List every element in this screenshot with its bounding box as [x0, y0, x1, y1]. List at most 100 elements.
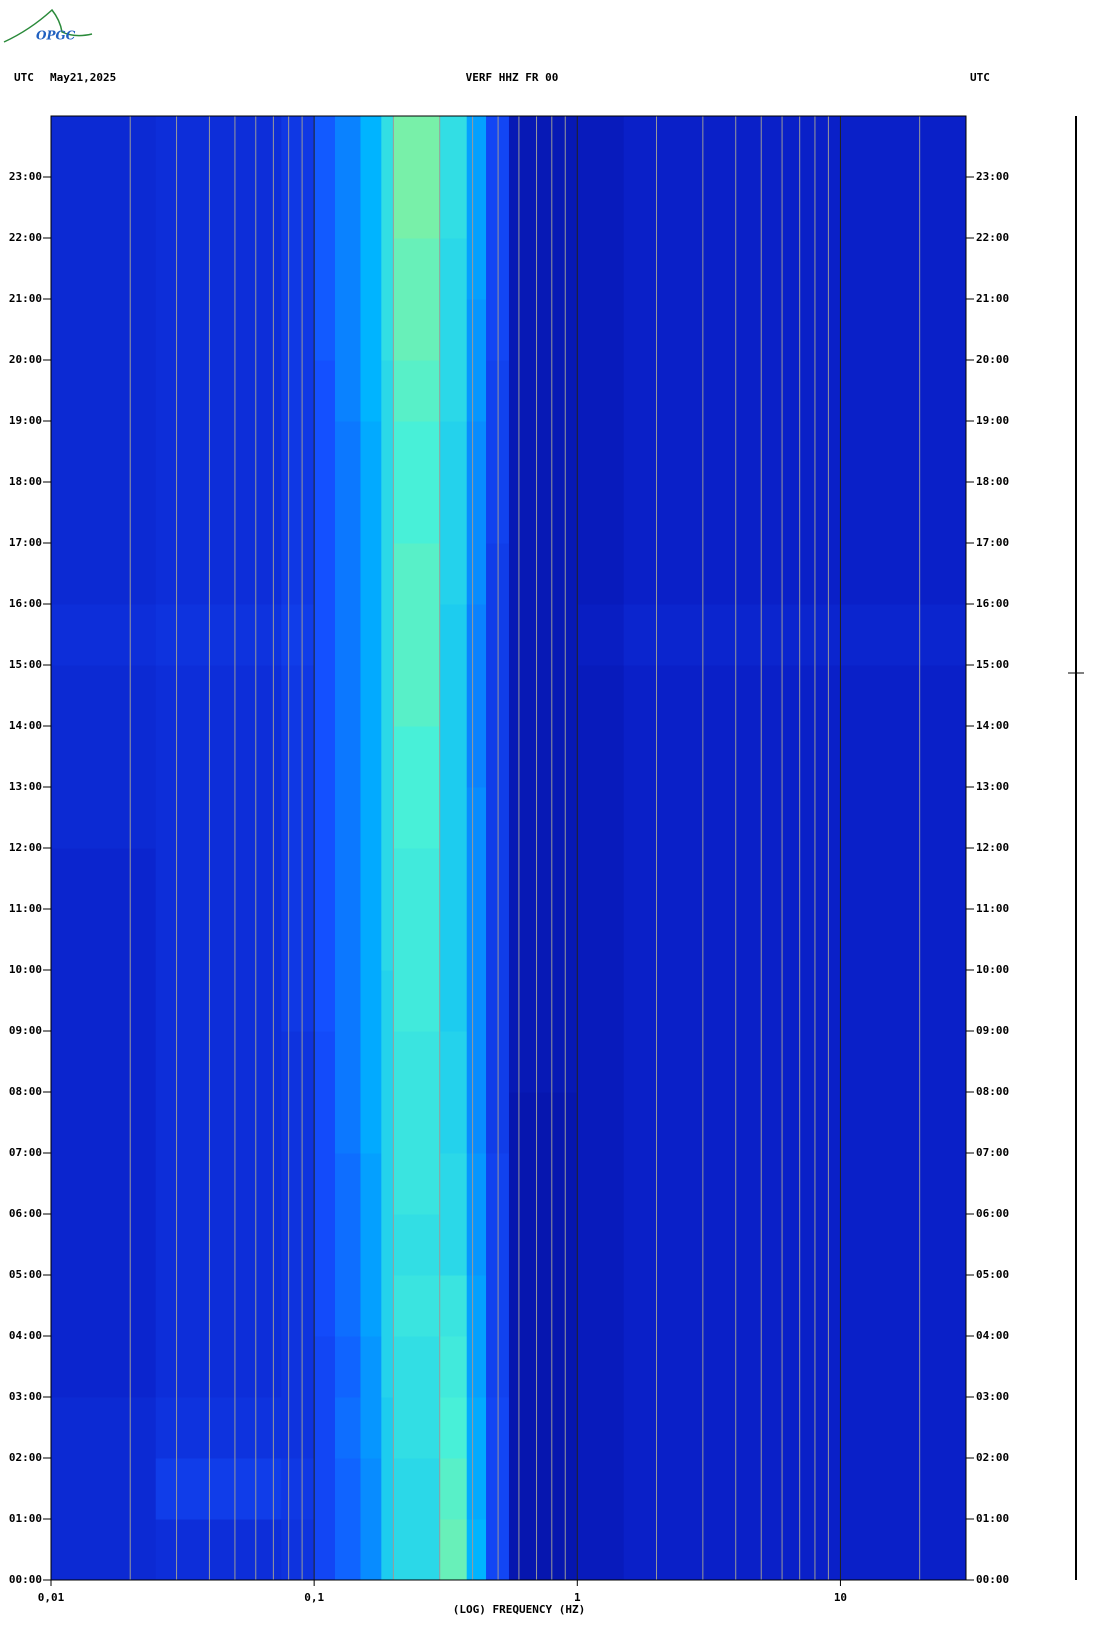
spectrogram-cell	[381, 1031, 394, 1093]
spectrogram-cell	[314, 848, 336, 910]
spectrogram-cell	[155, 1275, 282, 1337]
spectrogram-cell	[360, 238, 382, 300]
spectrogram-cell	[314, 787, 336, 849]
spectrogram-cell	[577, 1458, 625, 1520]
spectrogram-cell	[314, 1458, 336, 1520]
spectrogram-cell	[439, 1458, 468, 1520]
spectrogram-cell	[577, 848, 625, 910]
spectrogram-cell	[381, 726, 394, 788]
spectrogram-cell	[314, 543, 336, 605]
y-tick-label: 20:00	[9, 353, 42, 366]
spectrogram-cell	[393, 1397, 441, 1459]
spectrogram-cell	[439, 604, 468, 666]
y-tick-label: 21:00	[976, 292, 1009, 305]
spectrogram-cell	[508, 1336, 578, 1398]
spectrogram-cell	[360, 1092, 382, 1154]
spectrogram-cell	[381, 1397, 394, 1459]
spectrogram-cell	[439, 848, 468, 910]
spectrogram-cell	[466, 665, 487, 727]
spectrogram-cell	[51, 1214, 157, 1276]
spectrogram-cell	[623, 1397, 967, 1459]
spectrogram-cell	[393, 787, 441, 849]
y-tick-label: 09:00	[976, 1024, 1009, 1037]
spectrogram-cell	[155, 421, 282, 483]
spectrogram-cell	[281, 1153, 315, 1215]
spectrogram-cell	[334, 1397, 361, 1459]
spectrogram-cell	[51, 1397, 157, 1459]
spectrogram-cell	[439, 909, 468, 971]
spectrogram-cell	[334, 1519, 361, 1581]
y-tick-label: 15:00	[9, 658, 42, 671]
spectrogram-cell	[334, 1336, 361, 1398]
spectrogram-cell	[334, 1275, 361, 1337]
y-tick-label: 02:00	[9, 1451, 42, 1464]
spectrogram-cell	[623, 482, 967, 544]
y-tick-label: 18:00	[9, 475, 42, 488]
y-tick-label: 03:00	[976, 1390, 1009, 1403]
spectrogram-cell	[623, 116, 967, 178]
spectrogram-cell	[51, 1519, 157, 1581]
spectrogram-cell	[466, 787, 487, 849]
spectrogram-cell	[360, 1031, 382, 1093]
y-tick-label: 08:00	[9, 1085, 42, 1098]
y-tick-label: 10:00	[9, 963, 42, 976]
spectrogram-cell	[466, 1031, 487, 1093]
spectrogram-cell	[466, 360, 487, 422]
spectrogram-cell	[360, 1519, 382, 1581]
spectrogram-cell	[281, 482, 315, 544]
spectrogram-cell	[393, 1519, 441, 1581]
spectrogram-cell	[393, 1458, 441, 1520]
spectrogram-cell	[360, 421, 382, 483]
spectrogram-cell	[577, 1275, 625, 1337]
spectrogram-cell	[360, 604, 382, 666]
spectrogram-cell	[393, 665, 441, 727]
spectrogram-cell	[393, 482, 441, 544]
spectrogram-cell	[314, 177, 336, 239]
spectrogram-cell	[155, 238, 282, 300]
spectrogram-cell	[51, 1336, 157, 1398]
spectrogram-cell	[334, 787, 361, 849]
spectrogram-cell	[508, 482, 578, 544]
spectrogram-cell	[508, 421, 578, 483]
spectrogram-cell	[466, 1519, 487, 1581]
spectrogram-cell	[393, 1214, 441, 1276]
spectrogram-cell	[51, 1458, 157, 1520]
y-tick-label: 19:00	[976, 414, 1009, 427]
spectrogram-cell	[508, 1458, 578, 1520]
spectrogram-cell	[577, 1519, 625, 1581]
y-tick-label: 13:00	[9, 780, 42, 793]
spectrogram-cell	[577, 1214, 625, 1276]
spectrogram-cell	[623, 665, 967, 727]
spectrogram-cell	[155, 1519, 282, 1581]
spectrogram-cell	[381, 1275, 394, 1337]
spectrogram-cell	[466, 177, 487, 239]
spectrogram-cell	[155, 1458, 282, 1520]
spectrogram-cell	[623, 360, 967, 422]
spectrogram-cell	[314, 238, 336, 300]
spectrogram-cell	[314, 299, 336, 361]
timezone-left: UTC	[14, 71, 34, 84]
spectrogram-cell	[334, 421, 361, 483]
spectrogram-cell	[466, 970, 487, 1032]
spectrogram-cell	[466, 1214, 487, 1276]
spectrogram-cell	[439, 1336, 468, 1398]
spectrogram-cell	[508, 787, 578, 849]
spectrogram-cell	[466, 909, 487, 971]
spectrogram-cell	[51, 726, 157, 788]
spectrogram-cell	[381, 970, 394, 1032]
y-tick-label: 01:00	[976, 1512, 1009, 1525]
spectrogram-cell	[381, 299, 394, 361]
spectrogram-cell	[381, 1519, 394, 1581]
spectrogram-cell	[508, 543, 578, 605]
spectrogram-cell	[334, 1092, 361, 1154]
spectrogram-cell	[466, 1153, 487, 1215]
logo-mark	[3, 8, 93, 43]
y-tick-label: 14:00	[9, 719, 42, 732]
spectrogram-cell	[381, 482, 394, 544]
spectrogram-cell	[334, 177, 361, 239]
y-tick-label: 12:00	[976, 841, 1009, 854]
y-tick-label: 06:00	[9, 1207, 42, 1220]
y-tick-label: 11:00	[9, 902, 42, 915]
y-tick-label: 20:00	[976, 353, 1009, 366]
spectrogram-cell	[51, 909, 157, 971]
